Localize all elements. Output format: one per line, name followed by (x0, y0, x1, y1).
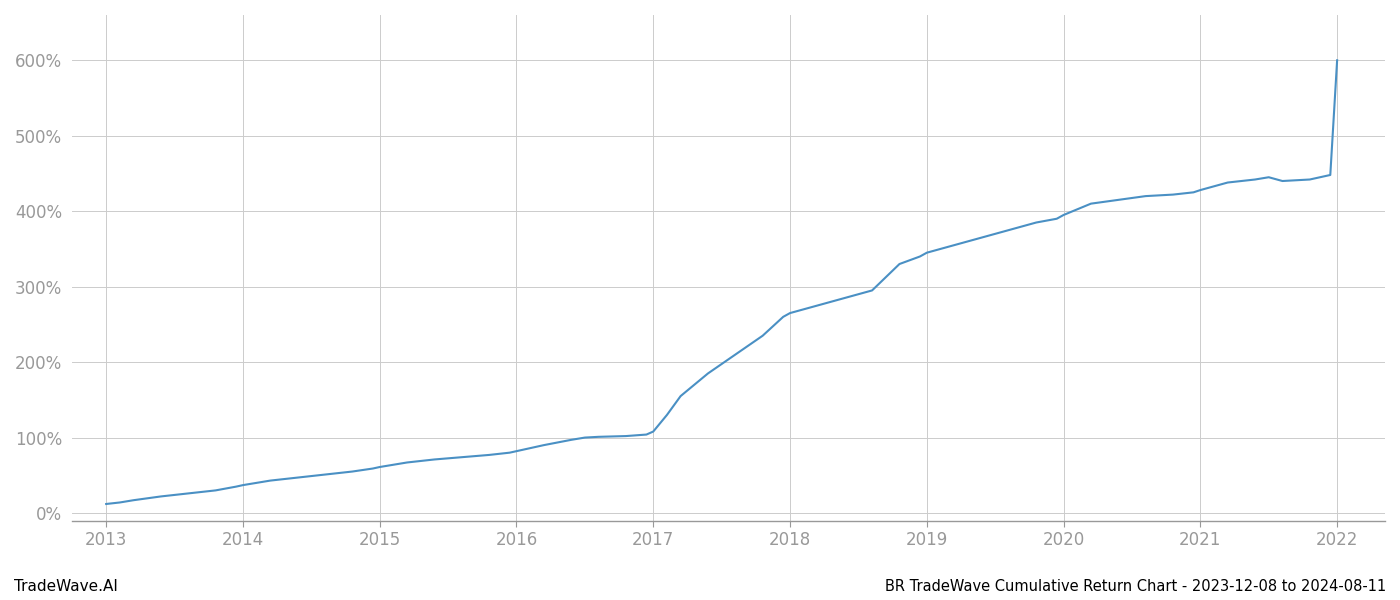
Text: TradeWave.AI: TradeWave.AI (14, 579, 118, 594)
Text: BR TradeWave Cumulative Return Chart - 2023-12-08 to 2024-08-11: BR TradeWave Cumulative Return Chart - 2… (885, 579, 1386, 594)
